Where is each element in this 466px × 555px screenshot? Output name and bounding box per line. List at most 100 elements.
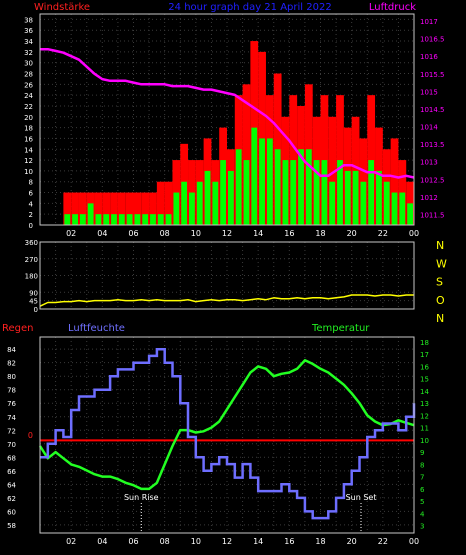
wind-gust-bar [156,181,165,225]
wind-y-tick-label: 2 [29,211,33,219]
humidity-y-tick-label: 68 [7,454,16,462]
wind-y-tick-label: 14 [24,146,33,154]
temperature-y-tick-label: 4 [420,510,425,518]
wind-mean-bar [181,181,188,225]
direction-letter: N [436,312,444,325]
humidity-x-tick-label: 20 [347,537,357,546]
direction-letter: O [436,294,445,307]
wind-y-tick-label: 22 [24,103,33,111]
wind-mean-bar [204,170,211,225]
wind-mean-bars [64,127,413,225]
wind-x-axis-labels: 02 04 06 08 10 12 14 16 18 20 22 00 [66,229,419,238]
humidity-line [40,347,416,520]
wind-x-tick-label: 08 [160,229,170,238]
wind-gust-bar [149,192,157,225]
wind-mean-bar [313,160,320,225]
wind-mean-bar [243,160,250,225]
wind-x-tick-label: 22 [378,229,388,238]
wind-gust-bar [117,192,126,225]
wind-mean-bar [142,214,149,225]
wind-gust-bar [164,181,173,225]
humidity-x-tick-label: 04 [97,537,107,546]
wind-mean-bar [134,214,141,225]
temperature-y-tick-label: 12 [420,412,429,420]
direction-letter: W [436,257,447,270]
humidity-x-tick-label: 02 [66,537,76,546]
temperature-y-tick-label: 18 [420,339,429,347]
wind-y-tick-label: 30 [24,60,33,68]
temperature-y-tick-label: 3 [420,523,424,531]
wind-mean-bar [305,149,312,225]
humidity-y-tick-label: 74 [7,414,16,422]
rain-zero-label: 0 [28,431,33,440]
wind-mean-bar [157,214,164,225]
wind-mean-bar [118,214,125,225]
pressure-y-tick-label: 1015.5 [420,71,445,79]
pressure-y-tick-label: 1017 [420,18,438,26]
direction-y-tick-label: 270 [25,256,38,264]
wind-gust-bar [172,160,181,225]
direction-y-tick-label: 360 [25,239,38,247]
humidity-x-tick-label: 16 [284,537,294,546]
pressure-line [40,47,415,179]
temperature-y-tick-label: 15 [420,376,429,384]
temperature-y-tick-label: 16 [420,363,429,371]
temperature-y-tick-label: 8 [420,461,424,469]
temperature-y-tick-label: 17 [420,351,429,359]
wind-gust-bar [71,192,79,225]
humidity-x-tick-label: 22 [378,537,388,546]
wind-mean-bar [407,203,413,225]
wind-mean-bar [220,160,226,225]
wind-mean-bar [103,214,110,225]
wind-gust-bar [133,192,142,225]
wind-gust-bar [63,192,72,225]
wind-mean-bar [228,170,234,225]
wind-y-tick-label: 32 [24,49,33,57]
humidity-y-tick-label: 66 [7,468,16,476]
wind-mean-bar [391,192,398,225]
pressure-y-tick-label: 1012.5 [420,176,445,184]
direction-plot-frame [39,241,415,310]
wind-mean-bar [321,160,328,225]
humidity-temperature-panel: Regen Luftfeuchte Temperatur Sun Rise Sun… [2,323,429,546]
wind-mean-bar [64,214,71,225]
sun-set-label: Sun Set [346,493,377,502]
chart-title: 24 hour graph day 21 April 2022 [168,2,331,13]
wind-mean-bar [274,149,281,225]
wind-gust-bar [78,192,87,225]
wind-x-tick-label: 14 [253,229,263,238]
pressure-y-tick-label: 1011.5 [420,211,445,219]
wind-y-tick-label: 38 [24,16,33,24]
temperature-y-tick-label: 7 [420,474,424,482]
wind-x-tick-label: 06 [128,229,138,238]
pressure-y-tick-label: 1016 [420,53,438,61]
sun-markers: Sun Rise Sun Set [124,493,376,533]
humidity-y-tick-label: 58 [7,522,16,530]
header-right-label: Luftdruck [369,2,416,13]
wind-mean-bar [173,192,180,225]
direction-y-tick-label: 45 [29,298,38,306]
wind-y-tick-label: 4 [29,200,34,208]
direction-series [39,294,414,307]
pressure-y-tick-label: 1012 [420,194,438,202]
wind-mean-bar [212,181,219,225]
wind-y-tick-label: 24 [24,92,33,100]
humidity-x-tick-label: 00 [409,537,419,546]
humidity-x-axis-labels: 02 04 06 08 10 12 14 16 18 20 22 00 [66,537,419,546]
humidity-plot-frame [39,336,415,534]
humidity-x-tick-label: 14 [253,537,263,546]
humidity-y-axis-labels: 58 60 62 64 66 68 70 72 74 76 78 80 82 84 [7,346,16,530]
wind-mean-bar [235,149,242,225]
wind-y-tick-label: 16 [24,135,33,143]
pressure-y-tick-label: 1013 [420,159,438,167]
wind-y-tick-label: 34 [24,38,33,46]
wind-y-tick-label: 36 [24,27,33,35]
humidity-label: Luftfeuchte [68,323,125,334]
pressure-series [40,47,415,179]
wind-gust-bar [110,192,118,225]
humidity-x-tick-label: 18 [315,537,325,546]
wind-gust-bar [328,116,337,225]
humidity-x-tick-label: 08 [160,537,170,546]
